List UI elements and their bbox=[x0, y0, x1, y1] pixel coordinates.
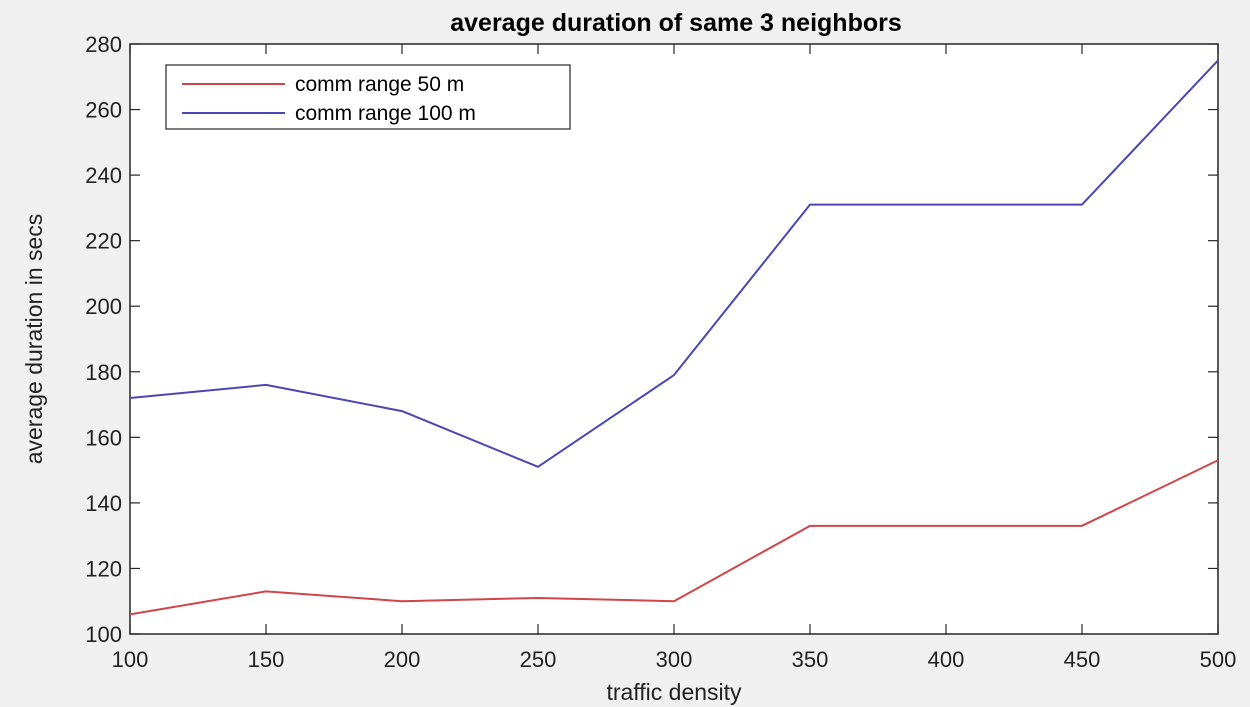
x-tick-label: 300 bbox=[656, 647, 693, 672]
x-tick-label: 400 bbox=[928, 647, 965, 672]
y-tick-label: 180 bbox=[85, 360, 122, 385]
y-tick-label: 220 bbox=[85, 229, 122, 254]
y-tick-label: 260 bbox=[85, 98, 122, 123]
legend-box bbox=[165, 64, 571, 130]
series-lines bbox=[129, 59, 1219, 616]
x-tick-label: 450 bbox=[1064, 647, 1101, 672]
legend-entry-50m: comm range 50 m bbox=[295, 73, 464, 96]
plot-area bbox=[129, 43, 1219, 635]
y-tick-label: 140 bbox=[85, 491, 122, 516]
y-tick-label: 240 bbox=[85, 163, 122, 188]
x-tick-label: 100 bbox=[112, 647, 149, 672]
x-tick-label: 250 bbox=[520, 647, 557, 672]
series-line-0 bbox=[129, 459, 1219, 616]
y-axis-label: average duration in secs bbox=[21, 214, 47, 465]
series-line-1 bbox=[129, 59, 1219, 468]
legend-entry-100m: comm range 100 m bbox=[295, 102, 476, 125]
axis-ticks: 100 150 200 250 300 350 400 450 500 100 120 140 160 1… bbox=[85, 32, 1236, 672]
x-axis-label: traffic density bbox=[606, 679, 742, 705]
x-tick-label: 500 bbox=[1200, 647, 1237, 672]
x-tick-label: 350 bbox=[792, 647, 829, 672]
y-tick-label: 160 bbox=[85, 425, 122, 450]
y-tick-label: 120 bbox=[85, 556, 122, 581]
y-tick-label: 100 bbox=[85, 622, 122, 647]
chart-title: average duration of same 3 neighbors bbox=[450, 9, 902, 37]
x-tick-label: 150 bbox=[248, 647, 285, 672]
y-tick-label: 200 bbox=[85, 294, 122, 319]
legend: comm range 50 m comm range 100 m bbox=[165, 64, 571, 130]
y-tick-label: 280 bbox=[85, 32, 122, 57]
x-tick-label: 200 bbox=[384, 647, 421, 672]
